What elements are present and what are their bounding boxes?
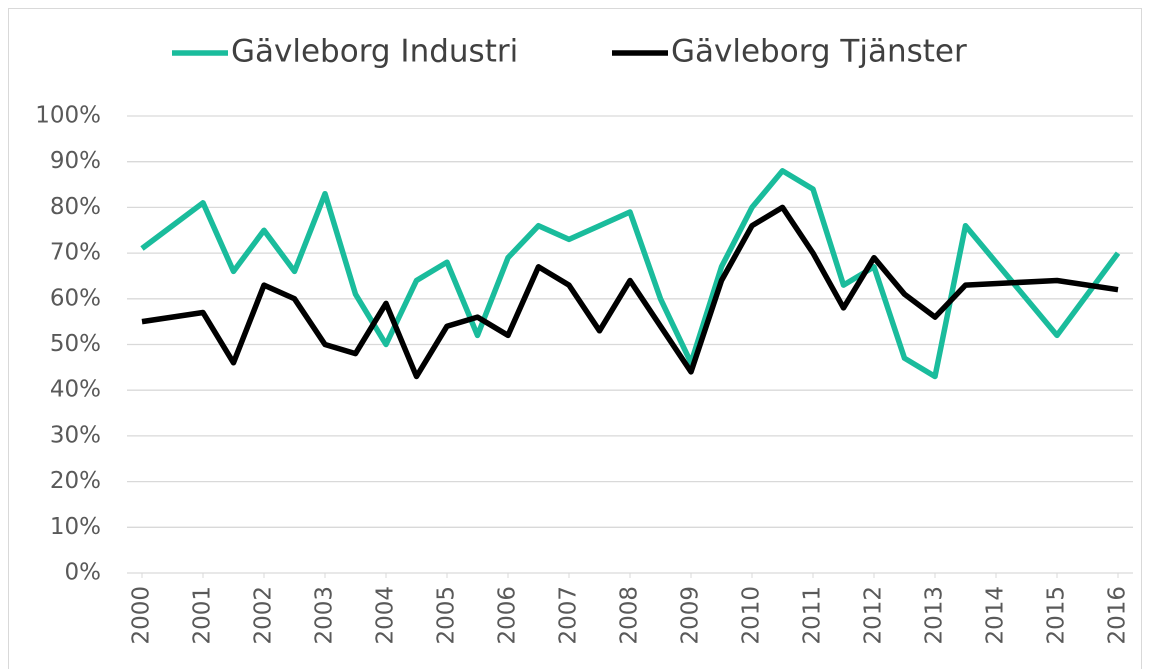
x-tick-label: 2005: [434, 586, 460, 645]
y-tick-label: 0%: [65, 560, 102, 586]
y-tick-label: 90%: [50, 148, 101, 174]
x-tick-label: 2009: [678, 586, 704, 645]
y-tick-label: 60%: [50, 285, 101, 311]
x-tick-label: 2012: [861, 586, 887, 645]
x-tick-label: 2006: [495, 586, 521, 645]
x-tick-label: 2007: [556, 586, 582, 645]
x-tick-label: 2015: [1044, 586, 1070, 645]
x-tick-label: 2004: [373, 586, 399, 645]
chart-border: [8, 8, 1142, 669]
legend-label: Gävleborg Industri: [231, 34, 518, 70]
x-tick-label: 2014: [983, 586, 1009, 645]
y-tick-label: 30%: [50, 422, 101, 448]
x-tick-label: 2008: [617, 586, 643, 645]
y-tick-label: 70%: [50, 240, 101, 266]
legend-label: Gävleborg Tjänster: [671, 34, 967, 70]
y-tick-label: 10%: [50, 514, 101, 540]
x-tick-label: 2016: [1105, 586, 1131, 645]
y-tick-label: 100%: [35, 103, 101, 129]
x-tick-label: 2003: [312, 586, 338, 645]
x-tick-label: 2000: [129, 586, 155, 645]
y-tick-label: 80%: [50, 194, 101, 220]
x-tick-label: 2013: [922, 586, 948, 645]
y-tick-label: 50%: [50, 331, 101, 357]
x-tick-label: 2001: [190, 586, 216, 645]
x-tick-label: 2011: [800, 586, 826, 645]
y-tick-label: 20%: [50, 468, 101, 494]
y-tick-label: 40%: [50, 377, 101, 403]
series-line: [141, 204, 1119, 380]
series-line: [140, 168, 1121, 380]
x-tick-label: 2002: [251, 586, 277, 645]
x-tick-label: 2010: [739, 586, 765, 645]
